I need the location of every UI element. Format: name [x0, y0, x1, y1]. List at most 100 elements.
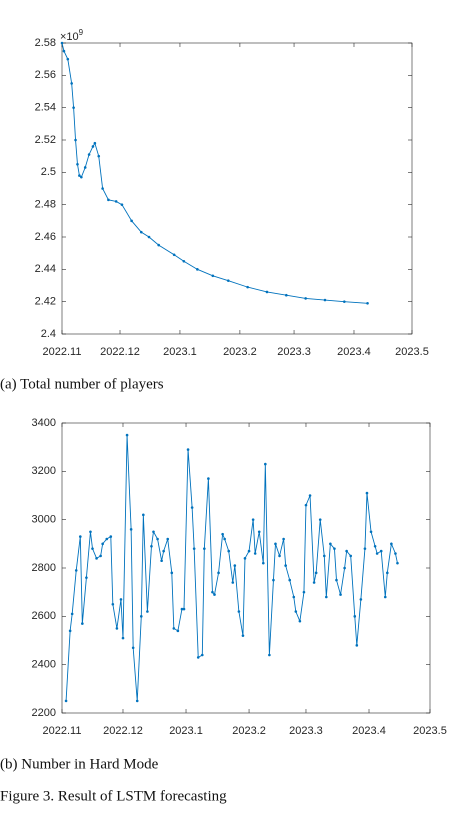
data-point	[101, 542, 104, 546]
data-point	[99, 554, 102, 558]
data-point	[264, 462, 267, 466]
data-point	[76, 162, 79, 166]
x-tick-label: 2023.5	[413, 725, 447, 737]
data-point	[343, 566, 346, 570]
data-point	[70, 612, 74, 616]
data-point	[233, 564, 237, 567]
y-tick-label: 3200	[32, 465, 56, 477]
data-point	[217, 571, 220, 575]
data-point	[72, 106, 75, 109]
data-point	[308, 494, 312, 497]
data-point	[156, 537, 159, 541]
data-point	[304, 503, 308, 507]
x-tick-label: 2023.2	[223, 346, 257, 358]
data-point	[396, 561, 399, 565]
data-point	[386, 571, 389, 575]
data-point	[318, 518, 322, 521]
data-point	[257, 530, 261, 534]
data-point	[97, 154, 101, 158]
data-point	[243, 557, 247, 560]
y-tick-label: 2600	[32, 610, 56, 622]
data-point	[78, 174, 81, 177]
data-point	[203, 547, 206, 550]
data-point	[288, 578, 292, 582]
data-point	[247, 549, 251, 553]
data-point	[192, 547, 196, 550]
data-point	[253, 552, 257, 555]
data-point	[375, 552, 379, 555]
data-point	[339, 593, 342, 596]
data-point	[172, 627, 176, 630]
x-tick-label: 2022.12	[103, 725, 143, 737]
y-tick-label: 2400	[32, 659, 56, 671]
y-tick-label: 2.56	[35, 69, 56, 81]
data-point	[107, 198, 110, 202]
data-point	[200, 653, 204, 657]
data-point	[207, 477, 210, 480]
y-tick-label: 2.4	[41, 328, 56, 340]
data-point	[284, 564, 287, 567]
x-tick-label: 2022.11	[43, 725, 82, 737]
chart-caption: (b) Number in Hard Mode	[0, 756, 159, 772]
data-point	[114, 200, 118, 203]
y-tick-label: 2.46	[35, 231, 56, 243]
data-point	[390, 542, 393, 546]
data-point	[298, 619, 302, 623]
data-point	[383, 595, 387, 599]
data-point	[251, 518, 255, 521]
data-point	[355, 644, 359, 647]
y-multiplier-base: ×10	[60, 31, 79, 43]
data-point	[304, 297, 307, 300]
y-tick-label: 2.42	[35, 296, 56, 308]
data-point	[231, 581, 235, 584]
data-point	[211, 590, 214, 594]
data-point	[135, 699, 139, 703]
data-point	[292, 595, 296, 599]
data-point	[93, 141, 97, 145]
data-point	[282, 537, 285, 541]
data-point	[78, 535, 82, 538]
data-point	[285, 293, 288, 297]
data-point	[152, 530, 155, 534]
data-point	[70, 82, 73, 85]
data-point	[278, 554, 281, 558]
data-point	[246, 285, 249, 289]
data-point	[274, 542, 277, 546]
data-point	[166, 537, 170, 541]
data-point	[139, 615, 143, 618]
data-point	[74, 569, 78, 572]
data-point	[211, 274, 215, 278]
data-point	[160, 559, 163, 563]
plot-area	[61, 42, 413, 335]
data-point	[335, 578, 338, 582]
data-point	[95, 557, 98, 560]
data-point	[394, 552, 397, 555]
data-point	[221, 532, 224, 536]
data-point	[91, 547, 94, 550]
data-point	[125, 433, 129, 437]
y-tick-label: 2.58	[35, 37, 56, 49]
y-tick-label: 2.52	[35, 134, 56, 146]
plot-area	[61, 422, 431, 714]
y-multiplier-exponent: 9	[79, 28, 84, 37]
data-line	[61, 42, 368, 304]
data-point	[62, 49, 66, 53]
x-tick-label: 2023.1	[163, 346, 197, 358]
data-point	[115, 627, 119, 630]
data-point	[314, 571, 318, 575]
data-point	[170, 571, 174, 575]
x-tick-label: 2023.3	[277, 346, 311, 358]
data-point	[366, 301, 369, 305]
data-point	[85, 576, 88, 579]
data-point	[147, 235, 151, 239]
data-point	[353, 615, 357, 618]
data-point	[359, 598, 363, 601]
data-point	[265, 290, 269, 294]
figure-caption: Figure 3. Result of LSTM forecasting	[0, 788, 227, 804]
x-tick-label: 2023.4	[337, 346, 371, 358]
y-multiplier: ×109	[60, 28, 84, 43]
data-point	[369, 530, 373, 534]
data-point	[363, 547, 367, 550]
data-point	[119, 598, 123, 601]
data-point	[329, 542, 332, 546]
